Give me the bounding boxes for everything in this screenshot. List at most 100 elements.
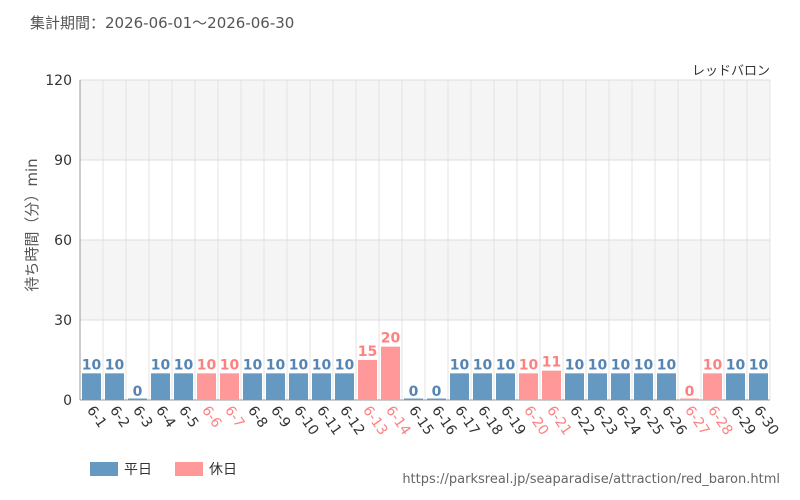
x-tick-label: 6-30 <box>750 403 781 438</box>
y-tick-label: 90 <box>54 153 72 169</box>
legend-weekday-swatch <box>90 461 118 476</box>
data-label: 10 <box>312 357 332 373</box>
x-tick-label: 6-28 <box>704 403 735 438</box>
data-label: 10 <box>703 357 723 373</box>
x-tick-label: 6-6 <box>198 403 224 431</box>
bar <box>657 373 676 400</box>
data-label: 10 <box>496 357 516 373</box>
data-label: 10 <box>519 357 539 373</box>
bar <box>565 373 584 400</box>
x-tick-label: 6-16 <box>428 403 459 438</box>
x-tick-label: 6-15 <box>405 403 436 438</box>
y-tick-labels: 0 30 60 90 120 <box>45 73 72 409</box>
legend-holiday-label: 休日 <box>209 461 237 478</box>
data-label: 10 <box>450 357 470 373</box>
data-label: 10 <box>749 357 769 373</box>
bar <box>82 373 101 400</box>
x-tick-label: 6-19 <box>497 403 528 438</box>
x-tick-label: 6-18 <box>474 403 505 438</box>
data-label: 10 <box>105 357 125 373</box>
data-label: 10 <box>82 357 102 373</box>
bar <box>427 398 446 400</box>
data-label: 10 <box>335 357 355 373</box>
bar <box>473 373 492 400</box>
data-label: 0 <box>432 384 442 400</box>
data-label: 10 <box>588 357 608 373</box>
data-label: 0 <box>685 384 695 400</box>
data-label: 10 <box>289 357 309 373</box>
x-tick-label: 6-17 <box>451 403 482 438</box>
y-axis-label: 待ち時間（分）min <box>23 158 41 291</box>
data-label: 15 <box>358 344 377 360</box>
bar <box>266 373 285 400</box>
x-tick-label: 6-1 <box>83 403 109 431</box>
x-tick-label: 6-29 <box>727 403 758 438</box>
data-label: 10 <box>565 357 585 373</box>
x-tick-label: 6-26 <box>658 403 689 438</box>
x-tick-label: 6-24 <box>612 403 643 438</box>
data-label: 11 <box>542 355 561 371</box>
bar <box>358 360 377 400</box>
bar <box>105 373 124 400</box>
bar <box>680 398 699 400</box>
bar <box>381 346 400 400</box>
data-label: 10 <box>220 357 240 373</box>
grid <box>79 79 771 401</box>
legend-weekday: 平日 <box>90 458 152 478</box>
x-tick-label: 6-7 <box>221 403 247 431</box>
bar <box>335 373 354 400</box>
x-tick-label: 6-21 <box>543 403 574 438</box>
bar <box>749 373 768 400</box>
x-tick-label: 6-10 <box>290 403 321 438</box>
source-url: https://parksreal.jp/seaparadise/attract… <box>402 472 780 487</box>
bars <box>82 346 768 400</box>
y-tick-label: 120 <box>45 73 72 89</box>
bar <box>220 373 239 400</box>
bar <box>588 373 607 400</box>
bar <box>542 370 561 400</box>
bar <box>404 398 423 400</box>
x-tick-label: 6-3 <box>129 403 155 431</box>
bar <box>197 373 216 400</box>
bar <box>450 373 469 400</box>
data-label: 20 <box>381 331 401 347</box>
y-tick-label: 60 <box>54 233 72 249</box>
data-label: 10 <box>611 357 631 373</box>
bar <box>151 373 170 400</box>
x-tick-label: 6-27 <box>681 403 712 438</box>
legend-holiday: 休日 <box>175 458 237 478</box>
legend-weekday-label: 平日 <box>124 461 152 478</box>
data-label: 10 <box>174 357 194 373</box>
data-label: 10 <box>266 357 286 373</box>
x-tick-label: 6-12 <box>336 403 367 438</box>
chart-title: レッドバロン <box>692 64 770 79</box>
x-tick-label: 6-20 <box>520 403 551 438</box>
bar <box>128 398 147 400</box>
x-tick-label: 6-22 <box>566 403 597 438</box>
x-tick-label: 6-4 <box>152 403 178 431</box>
x-tick-label: 6-13 <box>359 403 390 438</box>
bar <box>703 373 722 400</box>
x-tick-label: 6-14 <box>382 403 413 438</box>
x-tick-label: 6-8 <box>244 403 270 431</box>
period-label: 集計期間：2026-06-01～2026-06-30 <box>30 14 295 32</box>
data-label: 0 <box>133 384 143 400</box>
x-tick-label: 6-11 <box>313 403 344 438</box>
bar <box>611 373 630 400</box>
x-tick-label: 6-5 <box>175 403 201 431</box>
bar <box>634 373 653 400</box>
data-label: 10 <box>243 357 263 373</box>
data-label: 10 <box>473 357 493 373</box>
data-label: 10 <box>726 357 746 373</box>
x-tick-label: 6-25 <box>635 403 666 438</box>
x-tick-label: 6-9 <box>267 403 293 431</box>
y-tick-label: 30 <box>54 313 72 329</box>
x-tick-labels: 6-16-26-36-46-56-66-76-86-96-106-116-126… <box>83 403 781 438</box>
data-label: 10 <box>657 357 677 373</box>
x-tick-label: 6-23 <box>589 403 620 438</box>
bar <box>243 373 262 400</box>
bar <box>312 373 331 400</box>
x-tick-label: 6-2 <box>106 403 132 431</box>
